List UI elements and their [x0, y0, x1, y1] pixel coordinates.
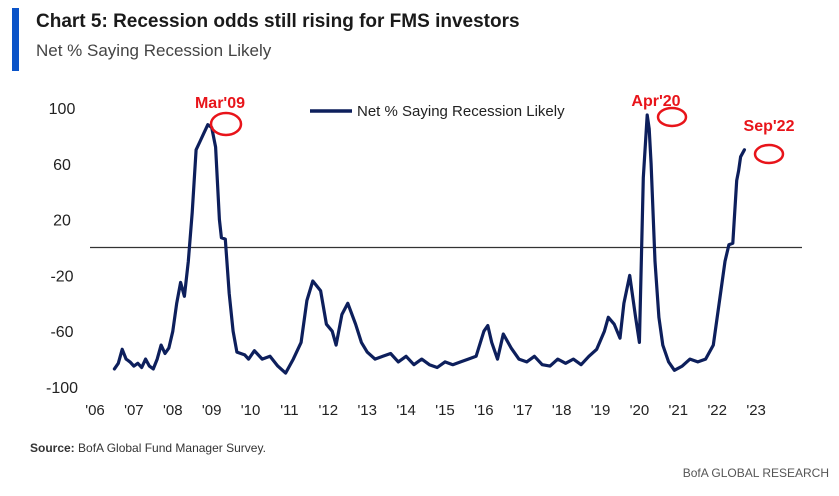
annotation-label: Apr'20 [631, 93, 680, 110]
x-tick-label: '23 [746, 402, 766, 419]
x-tick-label: '17 [513, 402, 533, 419]
x-tick-label: '18 [552, 402, 572, 419]
x-tick-label: '19 [591, 402, 611, 419]
x-tick-label: '20 [630, 402, 650, 419]
source-label: Source: [30, 441, 75, 455]
source-text: BofA Global Fund Manager Survey. [74, 441, 266, 455]
x-tick-label: '10 [241, 402, 261, 419]
x-tick-label: '13 [357, 402, 377, 419]
x-tick-label: '11 [280, 402, 298, 419]
x-tick-label: '08 [163, 402, 183, 419]
source-note: Source: BofA Global Fund Manager Survey. [30, 441, 266, 455]
y-tick-label: -60 [50, 324, 73, 341]
x-tick-label: '22 [707, 402, 727, 419]
title-accent-bar [12, 8, 19, 71]
research-footer: BofA GLOBAL RESEARCH [682, 466, 829, 480]
x-tick-label: '09 [202, 402, 222, 419]
x-tick-label: '15 [435, 402, 455, 419]
y-tick-label: 20 [53, 213, 71, 230]
x-tick-label: '14 [396, 402, 416, 419]
annotation-label: Mar'09 [195, 95, 245, 112]
y-tick-label: -20 [50, 268, 73, 285]
series-line [112, 113, 746, 375]
annotation-label: Sep'22 [744, 118, 795, 135]
x-tick-label: '07 [124, 402, 144, 419]
y-tick-label: -100 [46, 380, 78, 397]
annotation-circle [209, 111, 243, 137]
legend-label: Net % Saying Recession Likely [357, 103, 565, 120]
y-tick-label: 60 [53, 157, 71, 174]
y-tick-label: 100 [49, 101, 76, 118]
x-tick-label: '06 [85, 402, 105, 419]
annotation-circle [656, 106, 688, 128]
x-tick-label: '16 [474, 402, 494, 419]
x-tick-label: '21 [669, 402, 689, 419]
x-tick-label: '12 [319, 402, 339, 419]
chart-subtitle: Net % Saying Recession Likely [36, 41, 272, 60]
annotation-circle [753, 143, 785, 165]
chart-title: Chart 5: Recession odds still rising for… [36, 11, 520, 32]
